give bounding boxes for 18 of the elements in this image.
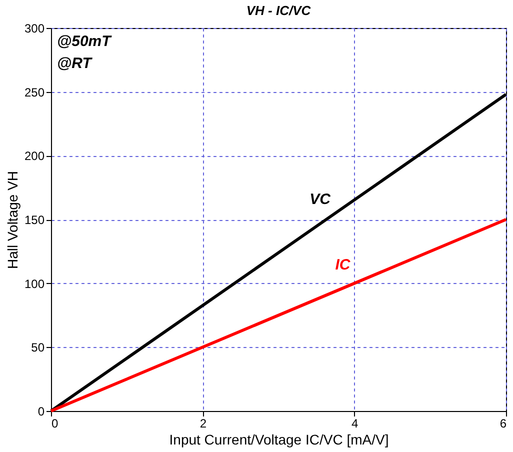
annotation: @RT [57,55,94,72]
y-tick-label: 0 [38,404,45,418]
series-label: VC [310,191,332,208]
y-tick-label: 200 [24,149,45,164]
y-tick-label: 300 [24,22,45,36]
y-axis-title: Hall Voltage VH [4,170,20,270]
chart-title: VH - IC/VC [246,3,312,18]
series-label: IC [335,256,352,274]
annotation: @50mT [57,33,113,50]
y-tick-label: 50 [31,340,45,355]
y-tick-label: 100 [24,276,45,291]
x-axis-title: Input Current/Voltage IC/VC [mA/V] [169,432,389,448]
y-tick-label: 150 [24,213,45,227]
x-tick-label: 0 [52,416,58,430]
x-tick-label: 6 [500,416,507,430]
x-tick-label: 2 [200,416,207,430]
y-tick-label: 250 [24,85,45,100]
x-tick-label: 4 [351,416,358,430]
